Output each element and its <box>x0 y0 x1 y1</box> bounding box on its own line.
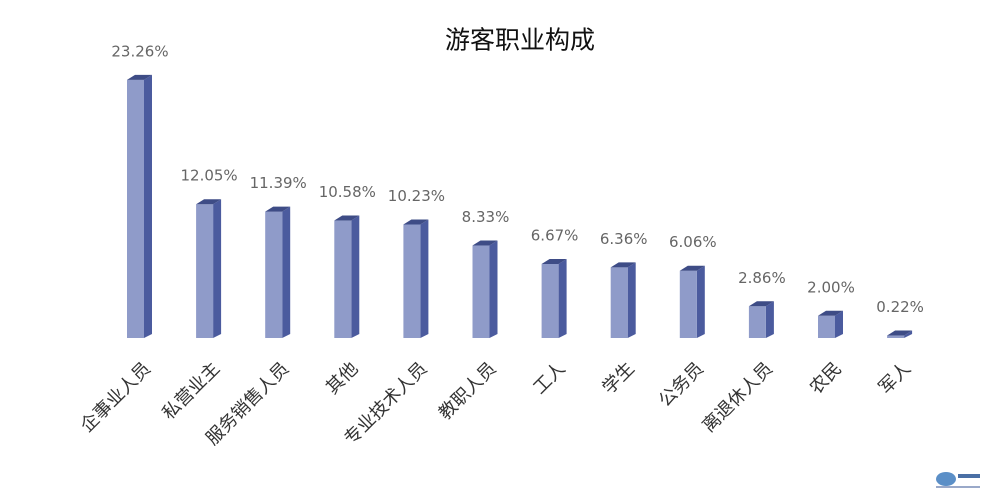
x-tick-label: 教职人员 <box>435 358 501 424</box>
bar-top <box>334 215 360 221</box>
bar-front <box>679 270 697 338</box>
bar-top <box>403 219 429 225</box>
bar-top <box>472 240 498 246</box>
bar-front <box>196 204 214 338</box>
bar <box>196 199 222 338</box>
bar <box>610 262 636 338</box>
bar-side <box>351 215 360 338</box>
x-tick-label: 工人 <box>529 358 569 398</box>
value-label: 6.06% <box>669 233 717 251</box>
x-tick-label: 离退休人员 <box>698 358 776 436</box>
bar-top <box>679 265 705 271</box>
bar <box>887 330 913 338</box>
x-tick-label: 学生 <box>598 358 638 398</box>
value-label: 2.00% <box>807 278 855 296</box>
bar <box>748 301 774 338</box>
bar-side <box>420 219 429 338</box>
bar <box>265 206 291 338</box>
bar-top <box>610 262 636 268</box>
bar-top <box>127 74 152 80</box>
value-label: 2.86% <box>738 269 786 287</box>
bar-side <box>144 74 152 339</box>
bar <box>818 310 843 338</box>
bar-side <box>282 206 291 338</box>
bar-front <box>127 79 144 339</box>
bar-side <box>835 310 843 338</box>
x-tick-label: 军人 <box>875 358 915 398</box>
x-tick-label: 私营业主 <box>158 358 224 424</box>
value-label: 6.36% <box>600 230 648 248</box>
x-tick-label: 其他 <box>322 358 362 398</box>
bar <box>127 74 152 339</box>
bar-front <box>818 315 835 338</box>
bar-side <box>489 240 498 338</box>
bar-top <box>818 310 843 316</box>
value-label: 12.05% <box>180 167 237 185</box>
bar-side <box>765 301 774 338</box>
bar-side <box>904 330 913 338</box>
bar <box>541 258 567 338</box>
bar <box>679 265 705 338</box>
chart-title: 游客职业构成 <box>445 26 595 55</box>
bar-side <box>696 265 705 338</box>
bar <box>472 240 498 338</box>
bar-front <box>887 335 905 338</box>
bar <box>334 215 360 338</box>
bar-front <box>748 306 766 338</box>
value-label: 6.67% <box>531 226 579 244</box>
value-label: 0.22% <box>876 298 924 316</box>
bar-side <box>627 262 636 338</box>
bar-front <box>403 224 421 338</box>
bar-front <box>541 263 559 338</box>
bar-top <box>887 330 913 336</box>
value-label: 10.58% <box>319 183 376 201</box>
bar-top <box>541 258 567 264</box>
value-label: 11.39% <box>250 174 307 192</box>
x-tick-label: 企事业人员 <box>77 358 155 436</box>
bar-top <box>265 206 291 212</box>
bar-front <box>610 267 628 338</box>
value-label: 23.26% <box>111 42 168 60</box>
value-label: 8.33% <box>462 208 510 226</box>
logo <box>936 472 980 488</box>
bar-front <box>265 211 283 338</box>
bar-side <box>558 258 567 338</box>
bar-side <box>213 199 222 338</box>
bar-front <box>334 220 352 338</box>
x-tick-label: 公务员 <box>655 358 708 411</box>
bar-top <box>748 301 774 307</box>
x-tick-label: 农民 <box>806 358 846 398</box>
bar-front <box>472 245 490 338</box>
bar-top <box>196 199 222 205</box>
value-label: 10.23% <box>388 187 445 205</box>
bar <box>403 219 429 338</box>
